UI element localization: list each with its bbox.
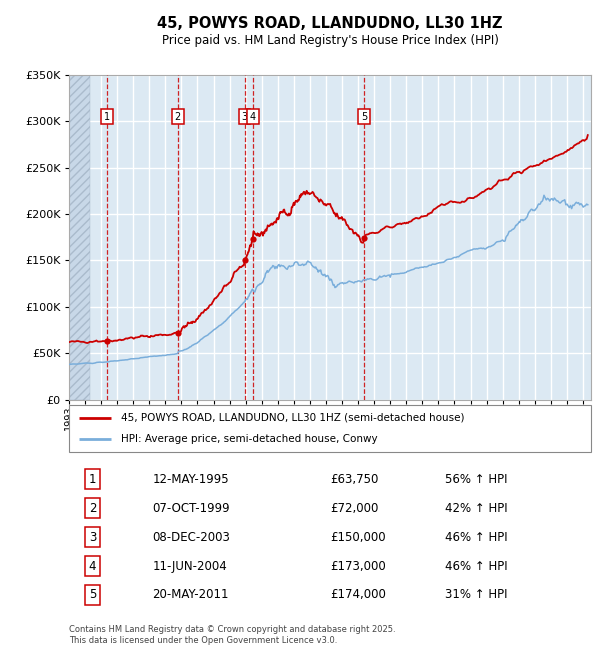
Text: 46% ↑ HPI: 46% ↑ HPI [445,530,508,543]
FancyBboxPatch shape [69,405,591,452]
Text: 45, POWYS ROAD, LLANDUDNO, LL30 1HZ: 45, POWYS ROAD, LLANDUDNO, LL30 1HZ [157,16,503,31]
Text: 12-MAY-1995: 12-MAY-1995 [152,473,229,486]
Text: 4: 4 [250,112,256,122]
Text: 5: 5 [89,588,96,601]
Text: 5: 5 [361,112,367,122]
Bar [69,75,90,400]
Text: 08-DEC-2003: 08-DEC-2003 [152,530,230,543]
Text: 31% ↑ HPI: 31% ↑ HPI [445,588,508,601]
Text: 46% ↑ HPI: 46% ↑ HPI [445,560,508,573]
Text: 07-OCT-1999: 07-OCT-1999 [152,502,230,515]
Text: £72,000: £72,000 [330,502,379,515]
Text: 1: 1 [104,112,110,122]
Text: 4: 4 [89,560,96,573]
Text: Price paid vs. HM Land Registry's House Price Index (HPI): Price paid vs. HM Land Registry's House … [161,34,499,47]
Text: 45, POWYS ROAD, LLANDUDNO, LL30 1HZ (semi-detached house): 45, POWYS ROAD, LLANDUDNO, LL30 1HZ (sem… [121,413,465,422]
Text: £174,000: £174,000 [330,588,386,601]
Text: £63,750: £63,750 [330,473,379,486]
Text: 1: 1 [89,473,96,486]
Text: 3: 3 [89,530,96,543]
Text: 2: 2 [175,112,181,122]
Text: 3: 3 [242,112,248,122]
Text: 11-JUN-2004: 11-JUN-2004 [152,560,227,573]
Text: 42% ↑ HPI: 42% ↑ HPI [445,502,508,515]
Text: 2: 2 [89,502,96,515]
Text: 20-MAY-2011: 20-MAY-2011 [152,588,229,601]
Text: HPI: Average price, semi-detached house, Conwy: HPI: Average price, semi-detached house,… [121,434,378,444]
Text: 56% ↑ HPI: 56% ↑ HPI [445,473,508,486]
Text: Contains HM Land Registry data © Crown copyright and database right 2025.
This d: Contains HM Land Registry data © Crown c… [69,625,395,645]
Text: £150,000: £150,000 [330,530,386,543]
Text: £173,000: £173,000 [330,560,386,573]
